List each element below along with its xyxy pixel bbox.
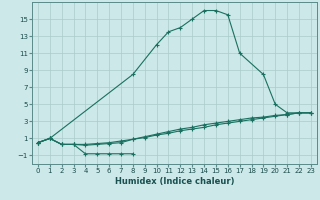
X-axis label: Humidex (Indice chaleur): Humidex (Indice chaleur): [115, 177, 234, 186]
